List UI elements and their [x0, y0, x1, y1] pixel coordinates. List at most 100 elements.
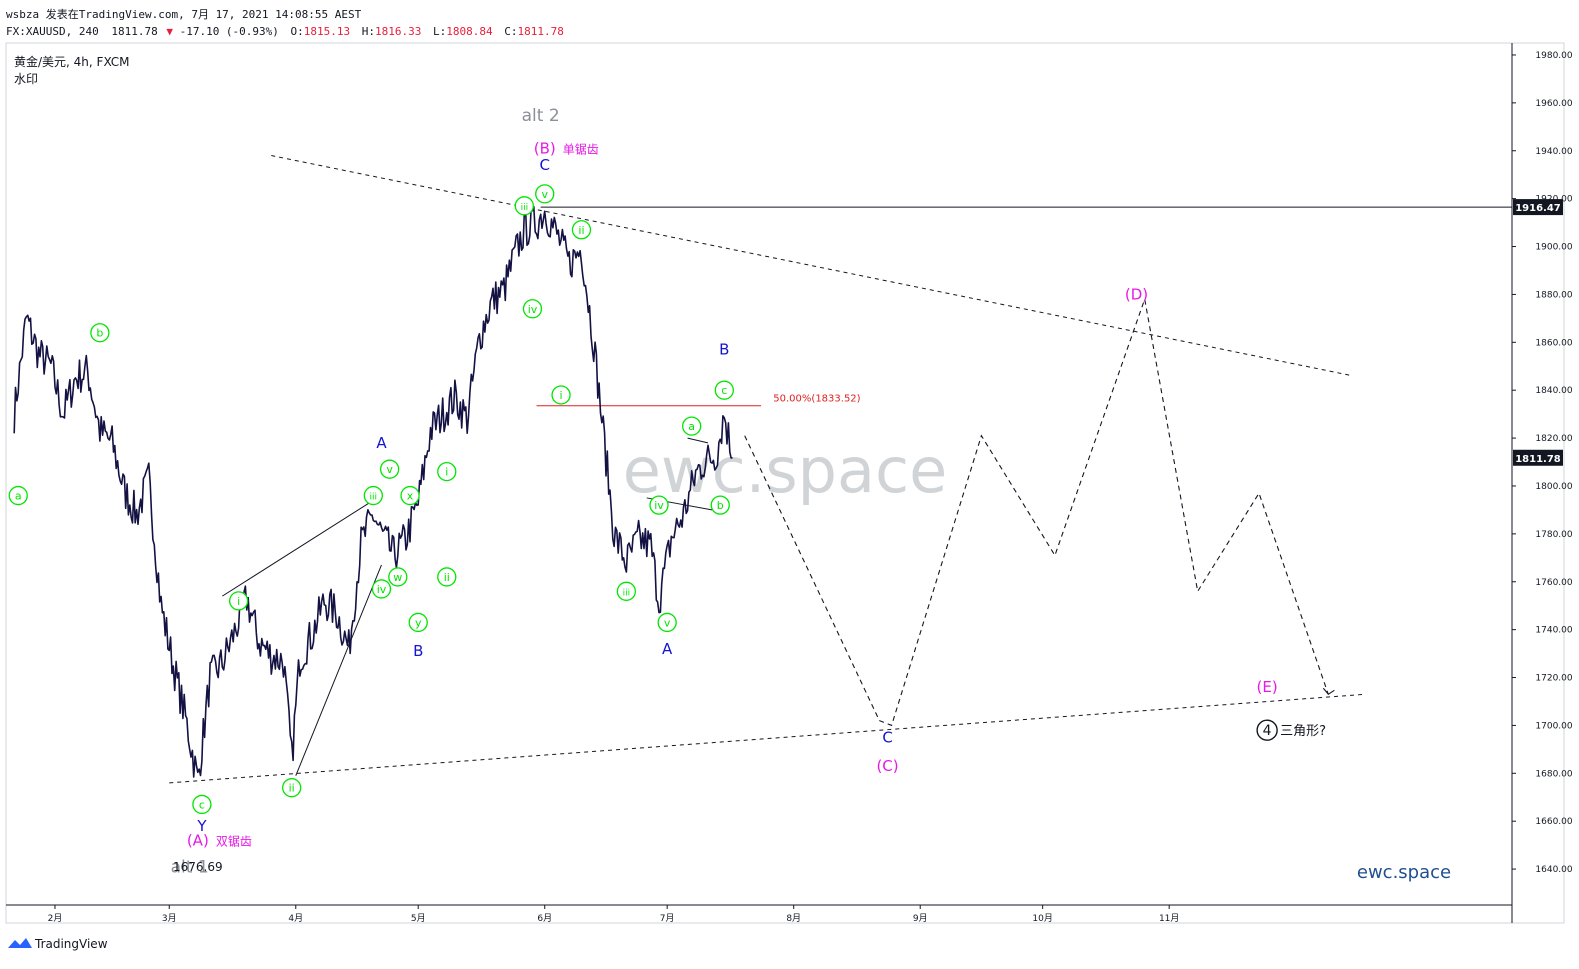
green-wave-label: iii: [623, 588, 631, 598]
header-low-value: 1808.84: [446, 25, 493, 38]
green-wave-marker: [714, 380, 734, 400]
green-wave-label: iii: [521, 203, 529, 213]
brand-ewc-space: ewc.space: [1357, 862, 1451, 883]
blue-wave-label: A: [662, 640, 673, 658]
time-tick-label: 10月: [1032, 913, 1052, 924]
price-tick-label: 1780.00: [1535, 530, 1572, 540]
tradingview-logo-text: TradingView: [34, 937, 108, 951]
tradingview-logo-icon: [8, 938, 32, 948]
blue-wave-label: C: [882, 728, 892, 746]
price-tick-label: 1880.00: [1535, 290, 1572, 300]
blue-wave-label: B: [413, 642, 423, 660]
degree-marker-label: 4: [1263, 723, 1272, 739]
green-wave-marker: [657, 612, 677, 633]
wave-labels: abciiiiiiivvwxyiiiiiiviiiviiiiivvabcYABC…: [8, 106, 1326, 878]
time-tick-label: 2月: [48, 913, 63, 924]
low-value-label: 1676.69: [173, 860, 223, 874]
header-change-arrow: ▼: [166, 25, 173, 38]
green-wave-label: x: [407, 490, 414, 503]
time-tick-label: 9月: [913, 913, 928, 924]
header-high-label: H:: [362, 25, 375, 38]
blue-wave-label: A: [376, 434, 387, 452]
time-tick-label: 7月: [660, 913, 675, 924]
price-tick-label: 1640.00: [1535, 865, 1572, 875]
green-wave-marker: [408, 612, 428, 633]
price-tick-label: 1720.00: [1535, 674, 1572, 684]
green-wave-marker: [90, 323, 110, 343]
magenta-wave-label: (C): [876, 757, 898, 775]
price-tag-box: [1513, 199, 1563, 216]
green-wave-label: c: [199, 798, 205, 811]
green-wave-marker: [192, 794, 212, 815]
magenta-wave-label: (A): [187, 831, 209, 849]
degree-marker-note: 三角形?: [1280, 724, 1326, 739]
header-close-label: C:: [504, 25, 517, 38]
blue-wave-label: Y: [196, 817, 207, 835]
price-line: [13, 205, 733, 778]
price-tick-label: 1760.00: [1535, 578, 1572, 588]
header-low-label: L:: [433, 25, 446, 38]
green-wave-label: iv: [528, 303, 538, 316]
time-tick-label: 4月: [288, 913, 303, 924]
trend-lines: 50.00%(1833.52): [169, 155, 1512, 784]
upper-trendline: [271, 155, 1353, 377]
price-tick-label: 1740.00: [1535, 626, 1572, 636]
price-tick-label: 1940.00: [1535, 147, 1572, 157]
green-wave-marker: [388, 567, 408, 587]
green-wave-label: v: [386, 463, 393, 476]
price-tick-label: 1660.00: [1535, 817, 1572, 827]
projection-line: [744, 297, 1329, 727]
green-wave-marker: [437, 461, 457, 482]
projection-arrow: [1322, 687, 1335, 696]
green-wave-label: iv: [654, 499, 664, 512]
green-wave-label: v: [664, 616, 671, 629]
price-series: [13, 205, 733, 778]
green-wave-label: b: [717, 499, 724, 512]
watermark-label: 水印: [14, 72, 38, 86]
header-ohlc-line: FX:XAUUSD, 240 1811.78 ▼ -17.10 (-0.93%)…: [6, 25, 564, 38]
instrument-title: 黄金/美元, 4h, FXCM: [14, 54, 130, 69]
degree-marker-circle: [1256, 719, 1278, 741]
price-tick-label: 1960.00: [1535, 99, 1572, 109]
header-open-label: O:: [291, 25, 304, 38]
time-axis: 2月 3月 4月 5月 6月 7月 8月 9月 10月 11月: [48, 905, 1179, 924]
time-tick-label: 8月: [786, 913, 801, 924]
time-tick-label: 5月: [411, 913, 426, 924]
center-watermark: ewc.space: [623, 434, 948, 507]
green-wave-marker: [535, 184, 555, 204]
green-wave-marker: [282, 778, 302, 798]
green-wave-label: v: [541, 188, 548, 201]
magenta-wave-label: (D): [1125, 285, 1148, 303]
green-wave-marker: [379, 459, 400, 479]
fib-50-label: 50.00%(1833.52): [773, 394, 860, 405]
green-wave-marker: [228, 591, 249, 611]
header-symbol: FX:XAUUSD, 240: [6, 25, 99, 38]
green-wave-label: ii: [444, 571, 450, 584]
header-high-value: 1816.33: [375, 25, 421, 38]
green-wave-label: iii: [370, 493, 378, 503]
green-wave-label: b: [96, 327, 103, 340]
magenta-wave-note: 单锯齿: [563, 141, 599, 156]
header-published-line: wsbza 发表在TradingView.com, 7月 17, 2021 14…: [6, 7, 362, 21]
chart-frame: [5, 42, 1565, 924]
tradingview-logo: TradingView: [8, 937, 108, 951]
green-wave-marker: [551, 385, 571, 405]
price-tag-label: 1916.47: [1515, 203, 1561, 214]
magenta-wave-label: (E): [1257, 678, 1278, 696]
time-tick-label: 11月: [1159, 913, 1179, 924]
green-wave-label: i: [445, 466, 448, 479]
price-tick-label: 1840.00: [1535, 386, 1572, 396]
green-wave-label: iv: [377, 583, 387, 596]
header-open-value: 1815.13: [304, 25, 350, 38]
price-tags: 1916.47 1811.78: [1513, 199, 1563, 466]
green-wave-marker: [522, 299, 543, 319]
magenta-wave-note: 双锯齿: [216, 833, 252, 848]
green-wave-label: i: [560, 389, 563, 402]
header-last: 1811.78: [111, 25, 157, 38]
blue-wave-label: B: [719, 340, 729, 358]
green-wave-marker: [371, 579, 392, 599]
green-wave-marker: [571, 220, 592, 240]
green-wave-label: a: [688, 420, 695, 433]
green-wave-marker: [8, 485, 28, 506]
